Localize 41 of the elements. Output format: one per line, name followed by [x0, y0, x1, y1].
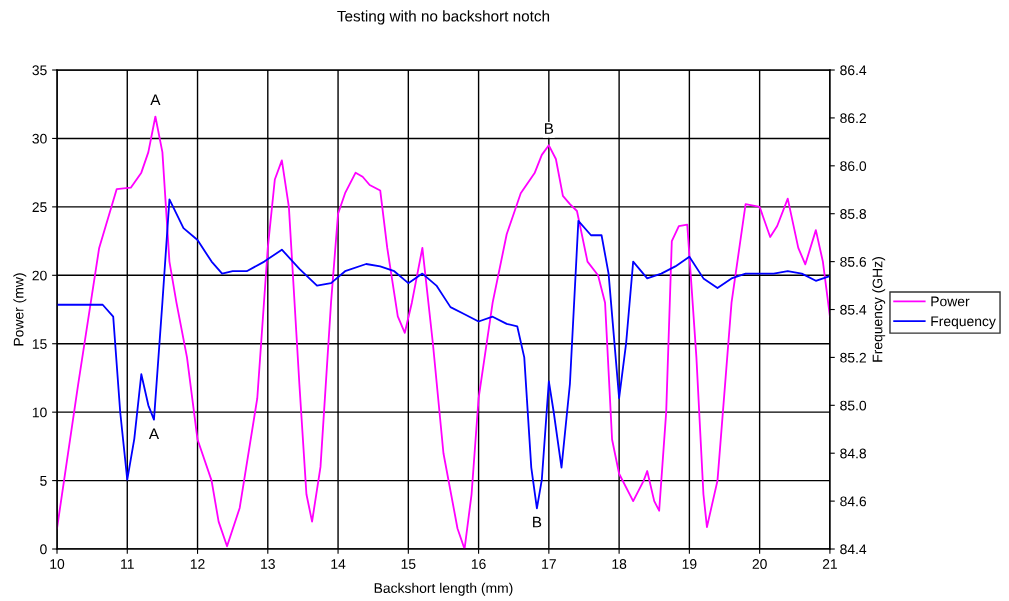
y2-tick-label: 85.6 [840, 256, 867, 267]
y2-tick-label: 86.0 [840, 161, 867, 171]
annotation: A [150, 94, 161, 106]
y2-tick-label: 85.4 [840, 304, 867, 315]
y-tick-label: 0 [40, 544, 47, 555]
x-tick-label: 21 [822, 559, 837, 569]
x-tick-label: 12 [190, 559, 205, 569]
y-tick-label: 15 [32, 339, 47, 349]
y-tick-label: 25 [32, 202, 47, 213]
y-tick-label: 20 [32, 270, 47, 281]
x-axis-title: Backshort length (mm) [374, 582, 513, 596]
chart-title: Testing with no backshort notch [337, 10, 550, 25]
y-tick-label: 35 [32, 65, 47, 76]
y2-tick-label: 85.8 [840, 209, 867, 219]
y2-tick-label: 85.2 [840, 352, 866, 363]
y2-tick-label: 86.2 [840, 113, 866, 124]
x-tick-label: 18 [612, 559, 627, 569]
y2-tick-label: 84.6 [840, 496, 867, 507]
y-axis-title: Power (mw) [13, 273, 27, 346]
y2-axis-title: Frequency (GHz) [872, 257, 886, 362]
x-tick-label: 17 [542, 559, 556, 569]
x-tick-label: 19 [682, 559, 697, 569]
legend-label: Power [931, 296, 970, 307]
annotation: B [533, 516, 542, 528]
x-tick-label: 10 [50, 559, 65, 569]
x-tick-label: 16 [471, 559, 486, 569]
y2-tick-label: 84.8 [840, 448, 867, 459]
legend-label: Frequency [931, 316, 996, 329]
x-tick-label: 14 [331, 559, 346, 569]
x-tick-label: 11 [121, 559, 134, 569]
x-tick-label: 13 [261, 559, 275, 569]
y-tick-label: 10 [32, 407, 47, 418]
x-tick-label: 15 [401, 559, 416, 569]
annotation: B [545, 123, 554, 134]
x-tick-label: 20 [752, 559, 767, 569]
y2-tick-label: 84.4 [840, 544, 867, 555]
y-tick-label: 5 [40, 476, 47, 486]
y-tick-label: 30 [32, 133, 47, 144]
annotation: A [148, 428, 160, 440]
y2-tick-label: 85.0 [840, 400, 867, 411]
y2-tick-label: 86.4 [840, 65, 867, 76]
